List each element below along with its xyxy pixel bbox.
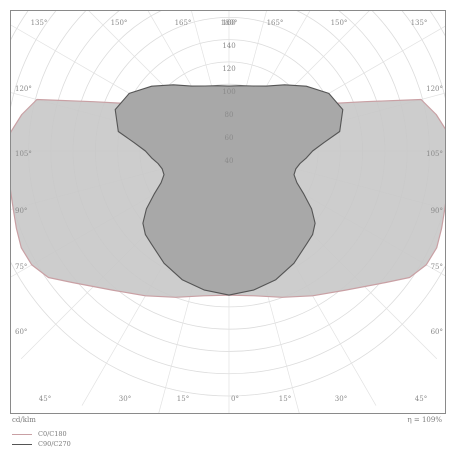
radial-tick-label: 120 <box>222 65 235 73</box>
series-layer <box>11 84 445 298</box>
legend-label: C90/C270 <box>38 440 71 448</box>
radial-tick-label: 100 <box>222 88 235 96</box>
angle-label: 150° <box>331 19 348 27</box>
angle-label: 105° <box>15 150 32 158</box>
angle-label: 15° <box>279 395 291 403</box>
angle-label: 45° <box>415 395 427 403</box>
angle-label: 165° <box>267 19 284 27</box>
angle-label: 120° <box>15 85 32 93</box>
angle-label: 120° <box>426 85 443 93</box>
angle-label: 30° <box>119 395 131 403</box>
unit-label: cd/klm <box>12 416 36 424</box>
legend-swatch <box>12 434 32 435</box>
radial-tick-label: 160 <box>222 19 235 27</box>
radial-tick-label: 60 <box>225 134 234 142</box>
legend-label: C0/C180 <box>38 430 67 438</box>
radial-tick-label: 40 <box>225 157 234 165</box>
radial-tick-label: 80 <box>225 111 234 119</box>
polar-chart-frame: 160 140 120 100 80 60 40 135° 150° 165° 180° 165° 15… <box>10 10 446 414</box>
angle-label: 150° <box>111 19 128 27</box>
efficiency-label: η = 109% <box>407 416 442 424</box>
angle-label: 75° <box>431 263 443 271</box>
angle-label: 30° <box>335 395 347 403</box>
angle-label: 135° <box>411 19 428 27</box>
angle-label: 75° <box>15 263 27 271</box>
legend-item-c0-c180: C0/C180 <box>12 430 212 440</box>
angle-label: 45° <box>39 395 51 403</box>
tick-labels: 160 140 120 100 80 60 40 135° 150° 165° 180° 165° 15… <box>15 19 443 403</box>
angle-label: 60° <box>15 328 27 336</box>
legend-swatch <box>12 444 32 445</box>
angle-label: 105° <box>426 150 443 158</box>
angle-label: 60° <box>431 328 443 336</box>
series-curve-c90-c270 <box>114 84 344 296</box>
angle-label: 90° <box>15 207 27 215</box>
radial-tick-label: 140 <box>222 42 235 50</box>
angle-label: 135° <box>31 19 48 27</box>
polar-chart: 160 140 120 100 80 60 40 135° 150° 165° 180° 165° 15… <box>11 11 445 413</box>
angle-label: 0° <box>231 395 239 403</box>
angle-label: 180° <box>221 19 238 27</box>
legend-item-c90-c270: C90/C270 <box>12 440 212 450</box>
angle-label: 90° <box>431 207 443 215</box>
angle-label: 165° <box>175 19 192 27</box>
legend: C0/C180 C90/C270 <box>12 430 212 452</box>
angle-label: 15° <box>177 395 189 403</box>
